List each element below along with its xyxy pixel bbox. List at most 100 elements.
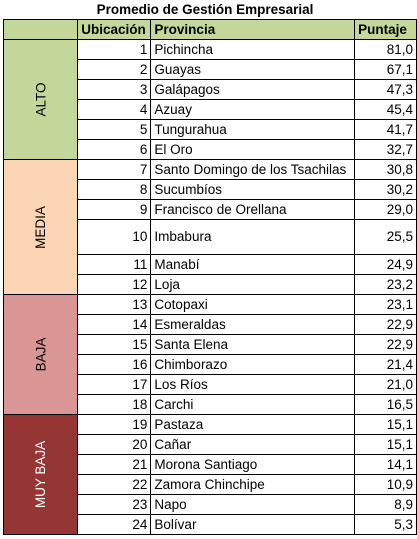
puntaje-cell: 21,0	[354, 374, 417, 395]
group-baja: BAJA	[2, 294, 79, 415]
table-row: MEDIA 7 Santo Domingo de los Tsachilas 3…	[2, 159, 417, 295]
rank-cell: 23	[77, 494, 152, 515]
provincia-cell: Zamora Chinchipe	[150, 474, 356, 495]
puntaje-cell: 30,8	[354, 159, 417, 180]
provincia-cell: Napo	[150, 494, 356, 515]
rank-cell: 9	[77, 199, 152, 220]
rank-cell: 21	[77, 454, 152, 475]
rank-cell: 8	[77, 179, 152, 200]
rank-cell: 19	[77, 414, 152, 435]
group-label-muy-baja: MUY BAJA	[33, 440, 49, 509]
rank-cell: 3	[77, 79, 152, 100]
table-row: 9 Francisco de Orellana 29,0	[4, 199, 417, 220]
puntaje-cell: 22,9	[354, 334, 417, 355]
header-row: Ubicación Provincia Puntaje	[2, 19, 417, 40]
header-provincia: Provincia	[150, 19, 356, 40]
rank-cell: 20	[77, 434, 152, 455]
puntaje-cell: 41,7	[354, 119, 417, 140]
puntaje-cell: 25,5	[354, 219, 417, 255]
table-row: MUY BAJA 19 Pastaza 15,1	[2, 414, 417, 535]
provincia-cell: Santa Elena	[150, 334, 356, 355]
puntaje-cell: 8,9	[354, 494, 417, 515]
puntaje-cell: 67,1	[354, 59, 417, 80]
table-row: ALTO 1 Pichincha 81,0	[2, 39, 417, 160]
table-row: 22 Zamora Chinchipe 10,9	[4, 474, 417, 495]
rank-cell: 6	[77, 139, 152, 160]
provincia-cell: Sucumbíos	[150, 179, 356, 200]
puntaje-cell: 23,1	[354, 294, 417, 315]
group-alto: ALTO	[2, 39, 79, 160]
rank-cell: 7	[77, 159, 152, 180]
provincia-cell: Azuay	[150, 99, 356, 120]
puntaje-cell: 15,1	[354, 434, 417, 455]
provincia-cell: El Oro	[150, 139, 356, 160]
puntaje-cell: 21,4	[354, 354, 417, 375]
rank-cell: 2	[77, 59, 152, 80]
rank-cell: 24	[77, 514, 152, 535]
page-title: Promedio de Gestión Empresarial	[96, 2, 314, 17]
group-label-baja: BAJA	[33, 337, 49, 372]
ranking-table: Ubicación Provincia Puntaje ALTO 1 Pichi…	[2, 19, 417, 535]
provincia-cell: Guayas	[150, 59, 356, 80]
table-row: 8 Sucumbíos 30,2	[4, 179, 417, 200]
provincia-cell: Galápagos	[150, 79, 356, 100]
puntaje-cell: 45,4	[354, 99, 417, 120]
provincia-cell: Pastaza	[150, 414, 356, 435]
table-row: 2 Guayas 67,1	[4, 59, 417, 80]
provincia-cell: Imbabura	[150, 219, 356, 255]
provincia-cell: Bolívar	[150, 514, 356, 535]
table-row: 18 Carchi 16,5	[4, 394, 417, 415]
provincia-cell: Morona Santiago	[150, 454, 356, 475]
puntaje-cell: 22,9	[354, 314, 417, 335]
rank-cell: 17	[77, 374, 152, 395]
provincia-cell: Cotopaxi	[150, 294, 356, 315]
table-row: BAJA 13 Cotopaxi 23,1	[2, 294, 417, 415]
rank-cell: 22	[77, 474, 152, 495]
rank-cell: 12	[77, 274, 152, 295]
rank-cell: 1	[77, 39, 152, 60]
puntaje-cell: 10,9	[354, 474, 417, 495]
rank-cell: 10	[77, 219, 152, 255]
provincia-cell: Tungurahua	[150, 119, 356, 140]
table-row: 15 Santa Elena 22,9	[4, 334, 417, 355]
rank-cell: 4	[77, 99, 152, 120]
table-row: 6 El Oro 32,7	[4, 139, 417, 160]
group-label-media: MEDIA	[33, 205, 49, 249]
puntaje-cell: 15,1	[354, 414, 417, 435]
puntaje-cell: 16,5	[354, 394, 417, 415]
provincia-cell: Los Ríos	[150, 374, 356, 395]
header-puntaje: Puntaje	[354, 19, 417, 40]
puntaje-cell: 5,3	[354, 514, 417, 535]
table-row: 14 Esmeraldas 22,9	[4, 314, 417, 335]
table-row: 24 Bolívar 5,3	[4, 514, 417, 535]
puntaje-cell: 24,9	[354, 254, 417, 275]
provincia-cell: Esmeraldas	[150, 314, 356, 335]
provincia-cell: Manabí	[150, 254, 356, 275]
rank-cell: 18	[77, 394, 152, 415]
rank-cell: 15	[77, 334, 152, 355]
puntaje-cell: 81,0	[354, 39, 417, 60]
provincia-cell: Cañar	[150, 434, 356, 455]
rank-cell: 5	[77, 119, 152, 140]
provincia-cell: Francisco de Orellana	[150, 199, 356, 220]
group-media: MEDIA	[2, 159, 79, 295]
group-label-alto: ALTO	[33, 82, 49, 117]
group-muy-baja: MUY BAJA	[2, 414, 79, 535]
provincia-cell: Loja	[150, 274, 356, 295]
puntaje-cell: 29,0	[354, 199, 417, 220]
puntaje-cell: 30,2	[354, 179, 417, 200]
rank-cell: 14	[77, 314, 152, 335]
table-row: 12 Loja 23,2	[4, 274, 417, 295]
puntaje-cell: 23,2	[354, 274, 417, 295]
corner-cell	[2, 19, 79, 40]
table-row: 10 Imbabura 25,5	[4, 219, 417, 255]
puntaje-cell: 32,7	[354, 139, 417, 160]
table-row: 23 Napo 8,9	[4, 494, 417, 515]
rank-cell: 11	[77, 254, 152, 275]
provincia-cell: Pichincha	[150, 39, 356, 60]
puntaje-cell: 47,3	[354, 79, 417, 100]
provincia-cell: Santo Domingo de los Tsachilas	[150, 159, 356, 180]
header-ubicacion: Ubicación	[77, 19, 152, 40]
rank-cell: 16	[77, 354, 152, 375]
provincia-cell: Chimborazo	[150, 354, 356, 375]
